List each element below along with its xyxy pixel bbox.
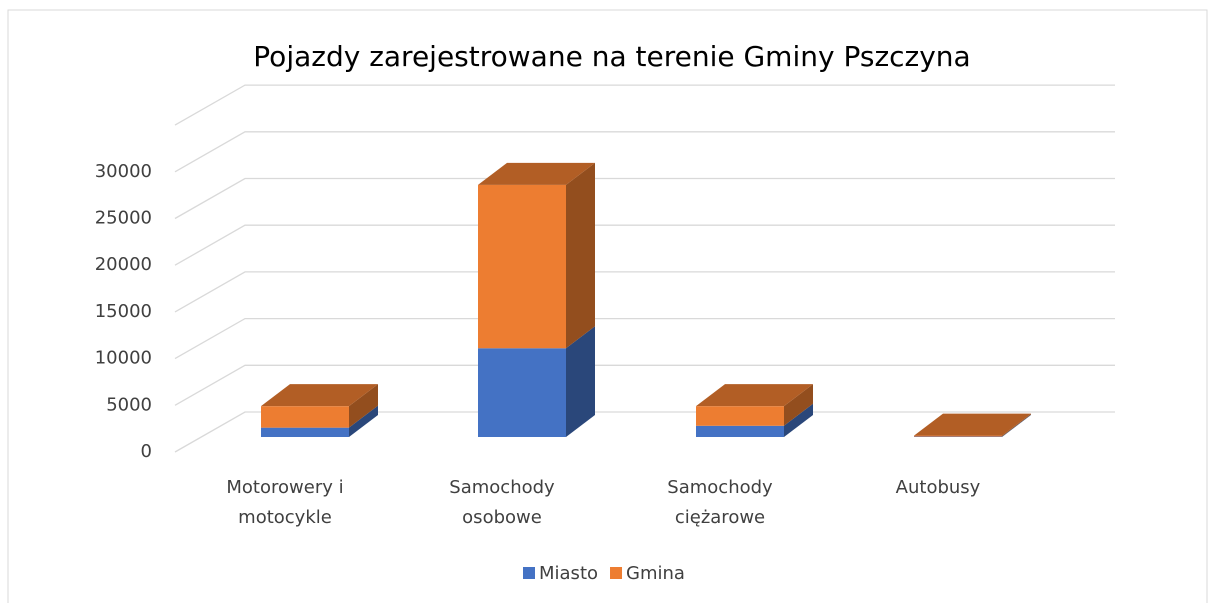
bar (261, 384, 378, 428)
chart-frame (7, 9, 1208, 603)
y-tick-label: 0 (141, 441, 152, 462)
bar-top (261, 384, 378, 407)
bar (914, 414, 1031, 437)
bar-front (261, 406, 349, 428)
grid-line (174, 271, 1115, 313)
legend-swatch (523, 567, 535, 579)
y-tick-label: 10000 (95, 348, 152, 369)
bar (696, 403, 813, 437)
bar-front (914, 435, 1002, 437)
bar (478, 162, 595, 349)
grid-line (174, 317, 1115, 360)
grid-line (174, 177, 1115, 220)
legend-label: Gmina (626, 563, 685, 584)
x-tick-label: Samochody osobowe (449, 477, 555, 528)
bar-side (349, 405, 378, 437)
grid-line (174, 131, 1115, 173)
bar-top (914, 413, 1031, 436)
y-tick-label: 20000 (95, 254, 152, 275)
bar-front (696, 406, 784, 426)
y-tick-label: 5000 (106, 394, 152, 415)
x-tick-label: Samochody ciężarowe (667, 477, 773, 528)
bar (478, 326, 595, 437)
bar-side (566, 326, 595, 437)
bar-top (478, 162, 595, 185)
bar-side (566, 162, 595, 349)
bar (914, 413, 1031, 437)
legend-swatch (610, 567, 623, 579)
bar-side (784, 403, 813, 437)
wall-top (174, 84, 1115, 126)
bar-front (261, 427, 349, 437)
y-tick-label: 30000 (95, 161, 152, 182)
bar-top (696, 384, 813, 407)
legend-label: Miasto (539, 563, 598, 584)
grid-line (174, 411, 1115, 453)
bar-side (349, 384, 378, 428)
bar-front (478, 184, 566, 349)
bar (261, 405, 378, 437)
grid-line (174, 224, 1115, 266)
bar-side (1002, 413, 1031, 437)
bar-side (1002, 414, 1031, 437)
y-tick-label: 15000 (95, 301, 152, 322)
x-tick-label: Autobusy (896, 477, 981, 498)
y-tick-label: 25000 (95, 208, 152, 229)
x-tick-label: Motorowery i motocykle (226, 477, 343, 528)
bar (696, 384, 813, 426)
bar-front (696, 425, 784, 437)
grid-line (174, 364, 1115, 406)
chart-title: Pojazdy zarejestrowane na terenie Gminy … (253, 40, 970, 73)
bar-front (478, 348, 566, 437)
bar-side (784, 384, 813, 426)
